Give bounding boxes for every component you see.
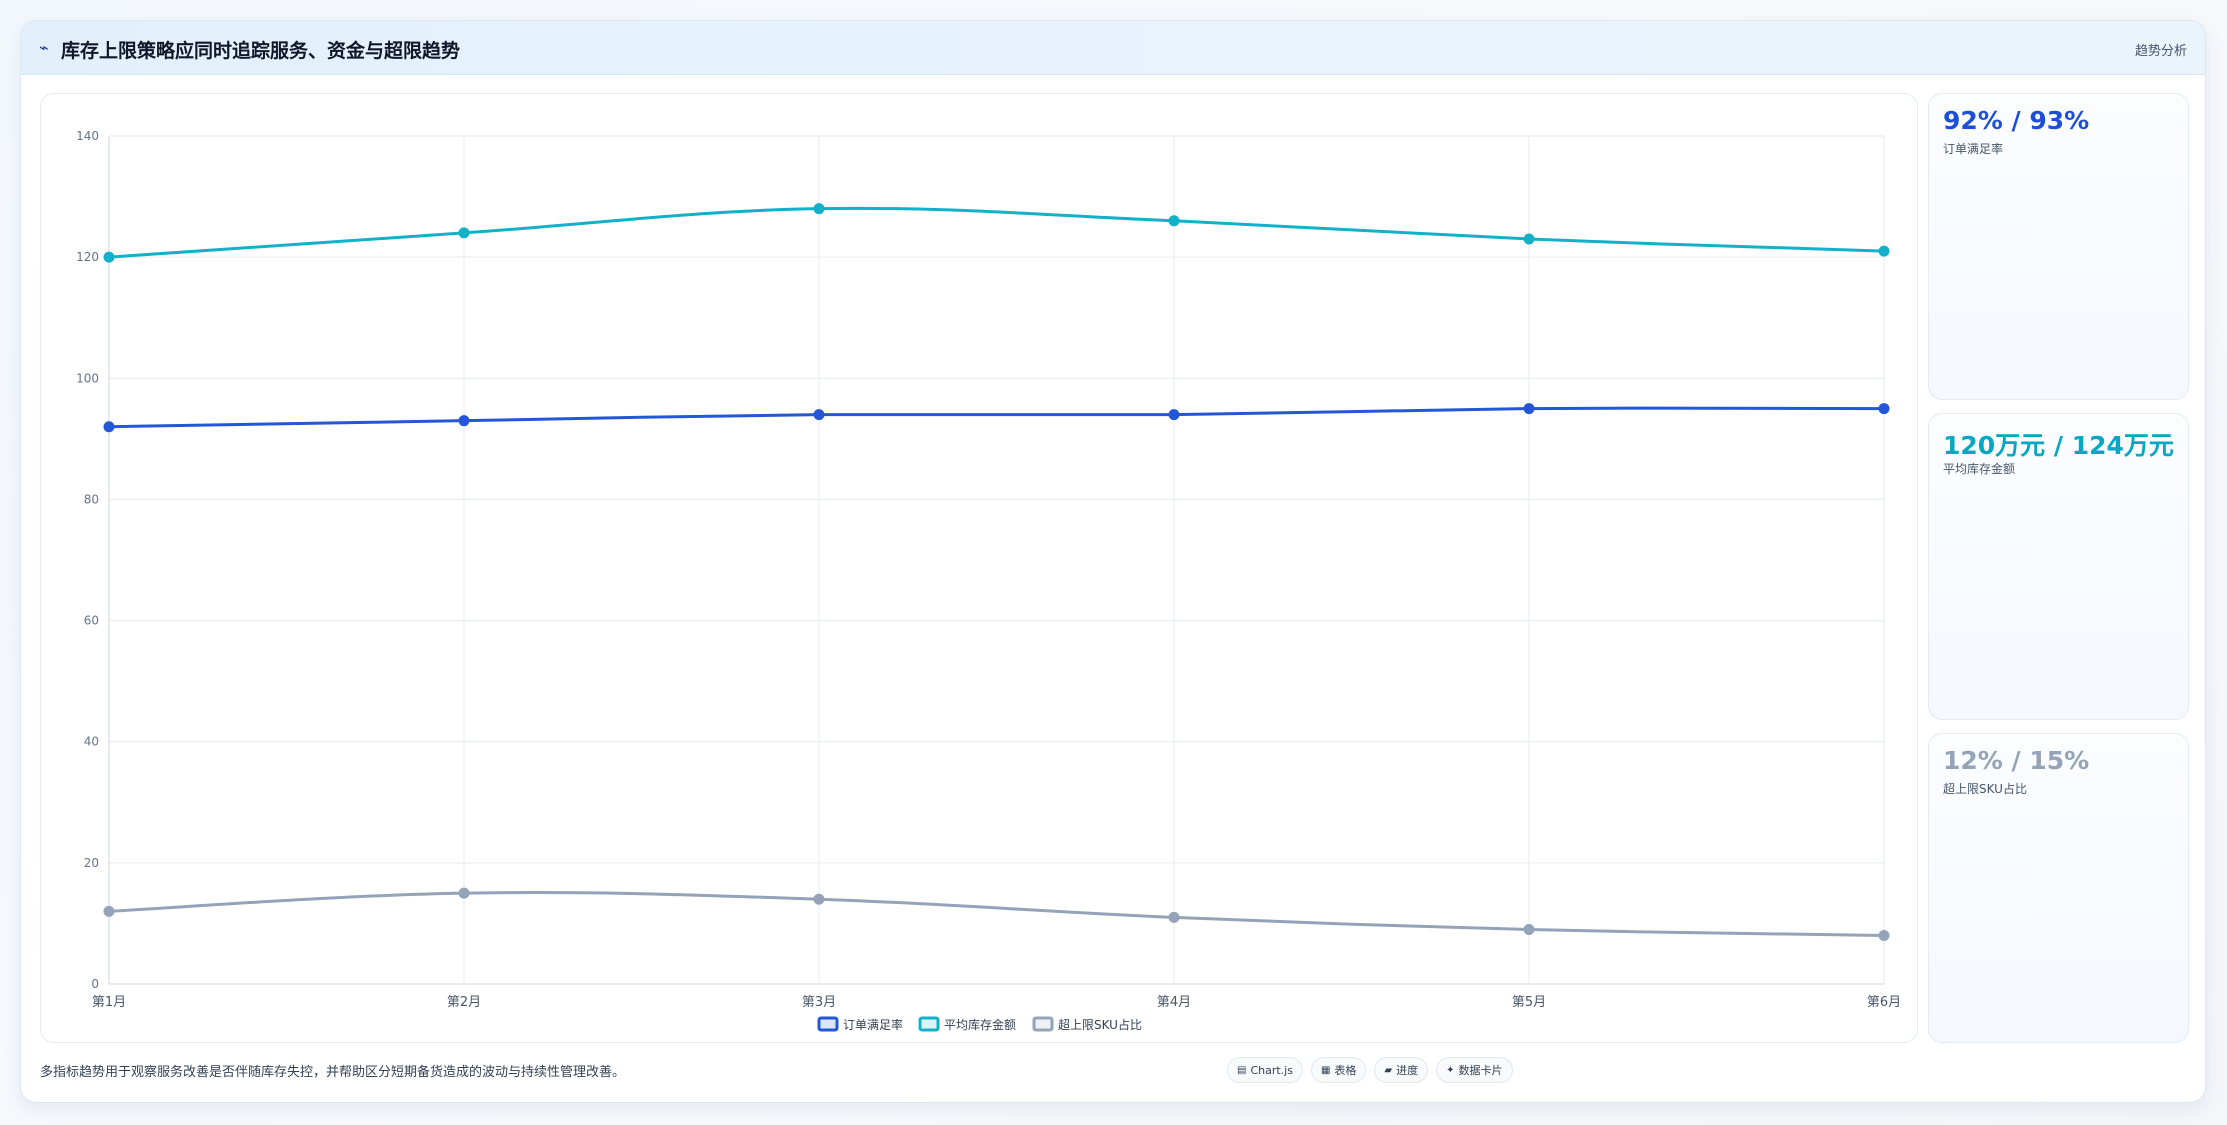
kpi-label-inventory: 平均库存金额: [1943, 462, 2016, 476]
data-point-ring: [1168, 911, 1180, 923]
data-point: [1879, 931, 1889, 941]
kpi-card-overlimit: 12% / 15% 超上限SKU占比: [1928, 733, 2189, 1043]
legend-swatch: [918, 1016, 940, 1032]
data-point-ring: [1878, 245, 1890, 257]
series-line-1: [108, 406, 1885, 429]
kpi-card-inventory: 120万元 / 124万元 平均库存金额: [1928, 413, 2189, 720]
y-tick-label: 40: [84, 735, 99, 749]
data-point: [1524, 234, 1534, 244]
chip-label: 表格: [1334, 1064, 1357, 1077]
data-point-ring: [103, 251, 115, 263]
kpi-value-fulfillment: 92% / 93%: [1943, 106, 2090, 135]
legend-label: 订单满足率: [843, 1017, 903, 1032]
data-point-ring: [1878, 403, 1890, 415]
data-point-ring: [458, 887, 470, 899]
data-point-ring: [1523, 233, 1535, 245]
x-tick-label: 第3月: [802, 995, 836, 1010]
chip-label: 数据卡片: [1458, 1064, 1503, 1077]
data-point: [814, 894, 824, 904]
y-tick-label: 60: [84, 614, 99, 628]
footer-note: 多指标趋势用于观察服务改善是否伴随库存失控，并帮助区分短期备货造成的波动与持续性…: [40, 1065, 626, 1080]
y-tick-label: 140: [76, 129, 99, 143]
kpi-value-inventory: 120万元 / 124万元: [1943, 431, 2174, 460]
chip-label: 进度: [1396, 1064, 1419, 1077]
progress-icon: ▰: [1384, 1064, 1393, 1076]
x-tick-label: 第1月: [92, 995, 126, 1010]
series-line-3: [108, 891, 1885, 938]
chart-icon: ▤: [1237, 1064, 1247, 1076]
data-point-ring: [458, 415, 470, 427]
x-tick-label: 第6月: [1867, 995, 1901, 1010]
trend-icon: ⌁: [39, 38, 49, 57]
y-tick-label: 100: [76, 371, 99, 385]
data-point-ring: [103, 905, 115, 917]
line-chart: 0 20 40 60 80 100 120 140 第1月 第2月 第3月 第4月 第5月 第6月订单满足…: [76, 129, 1901, 1032]
chip-chartjs[interactable]: ▤ Chart.js: [1227, 1057, 1303, 1083]
dashboard-card: ⌁ 库存上限策略应同时追踪服务、资金与超限趋势 趋势分析 0 20 40 60 80 10…: [20, 20, 2206, 1103]
legend-label: 超上限SKU占比: [1058, 1017, 1142, 1032]
x-tick-label: 第2月: [447, 995, 481, 1010]
data-point: [1169, 216, 1179, 226]
table-icon: ▦: [1320, 1064, 1331, 1076]
data-point: [814, 410, 824, 420]
x-tick-label: 第4月: [1157, 995, 1191, 1010]
data-point: [1524, 924, 1534, 934]
page-title: 库存上限策略应同时追踪服务、资金与超限趋势: [61, 40, 461, 62]
chart-panel: 0 20 40 60 80 100 120 140 第1月 第2月 第3月 第4月 第5月 第6月订单满足…: [40, 93, 1918, 1043]
kpi-card-fulfillment: 92% / 93% 订单满足率: [1928, 93, 2189, 400]
data-point: [104, 252, 114, 262]
chip-table[interactable]: ▦ 表格: [1310, 1057, 1367, 1083]
tech-chips: ▤ Chart.js ▦ 表格 ▰ 进度 ✦ 数据卡片: [1227, 1057, 1513, 1083]
kpi-value-overlimit: 12% / 15%: [1943, 746, 2090, 775]
y-tick-label: 80: [84, 492, 99, 506]
data-point: [104, 906, 114, 916]
trend-analysis-tag: 趋势分析: [2134, 44, 2187, 59]
card-header: ⌁ 库存上限策略应同时追踪服务、资金与超限趋势 趋势分析: [21, 21, 2205, 75]
data-point-ring: [1523, 923, 1535, 935]
data-point-ring: [813, 893, 825, 905]
data-point: [459, 888, 469, 898]
data-point-ring: [1168, 215, 1180, 227]
data-point: [459, 228, 469, 238]
legend-swatch: [817, 1016, 839, 1032]
data-point: [1169, 410, 1179, 420]
data-point-ring: [1523, 403, 1535, 415]
data-point-ring: [813, 409, 825, 421]
data-point: [104, 422, 114, 432]
kpi-label-overlimit: 超上限SKU占比: [1943, 782, 2027, 796]
chip-progress[interactable]: ▰ 进度: [1374, 1057, 1429, 1083]
data-point-ring: [813, 203, 825, 215]
chip-label: Chart.js: [1250, 1063, 1293, 1077]
y-tick-label: 20: [84, 856, 99, 870]
data-point-ring: [1168, 409, 1180, 421]
series-line-2: [108, 206, 1885, 259]
data-point-ring: [458, 227, 470, 239]
data-point: [814, 204, 824, 214]
data-point-ring: [1878, 930, 1890, 942]
data-point: [1524, 404, 1534, 414]
kpi-label-fulfillment: 订单满足率: [1943, 142, 2004, 156]
y-tick-label: 120: [76, 250, 99, 264]
legend-swatch: [1032, 1016, 1054, 1032]
data-point-ring: [103, 421, 115, 433]
data-point: [1169, 912, 1179, 922]
data-point: [1879, 246, 1889, 256]
y-tick-label: 0: [91, 977, 99, 991]
data-point: [1879, 404, 1889, 414]
legend-label: 平均库存金额: [944, 1017, 1016, 1032]
x-tick-label: 第5月: [1512, 995, 1546, 1010]
chip-data-card[interactable]: ✦ 数据卡片: [1436, 1057, 1513, 1083]
card-icon: ✦: [1446, 1064, 1455, 1076]
data-point: [459, 416, 469, 426]
